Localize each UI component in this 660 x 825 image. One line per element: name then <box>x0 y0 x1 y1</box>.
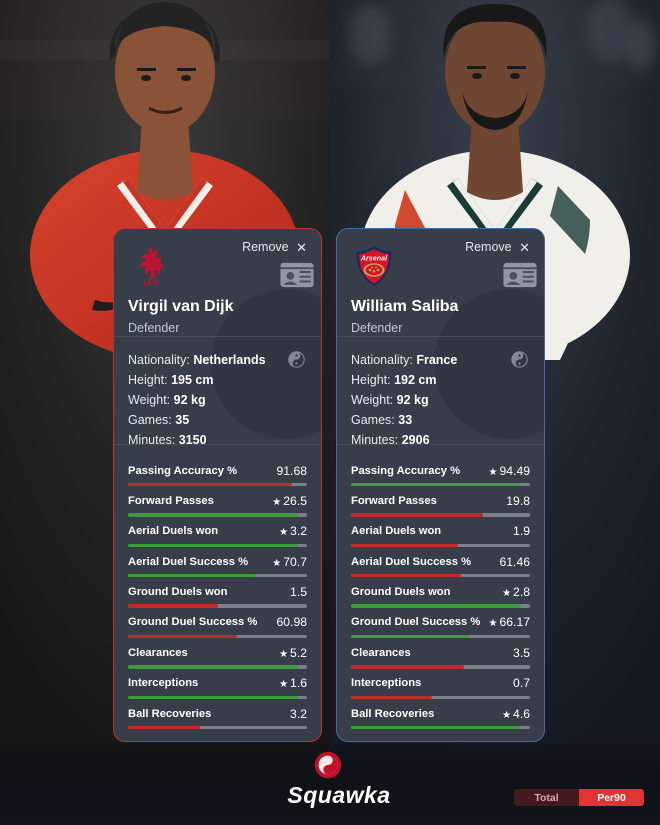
svg-text:Arsenal: Arsenal <box>360 254 388 263</box>
svg-text:LFC: LFC <box>143 278 159 287</box>
